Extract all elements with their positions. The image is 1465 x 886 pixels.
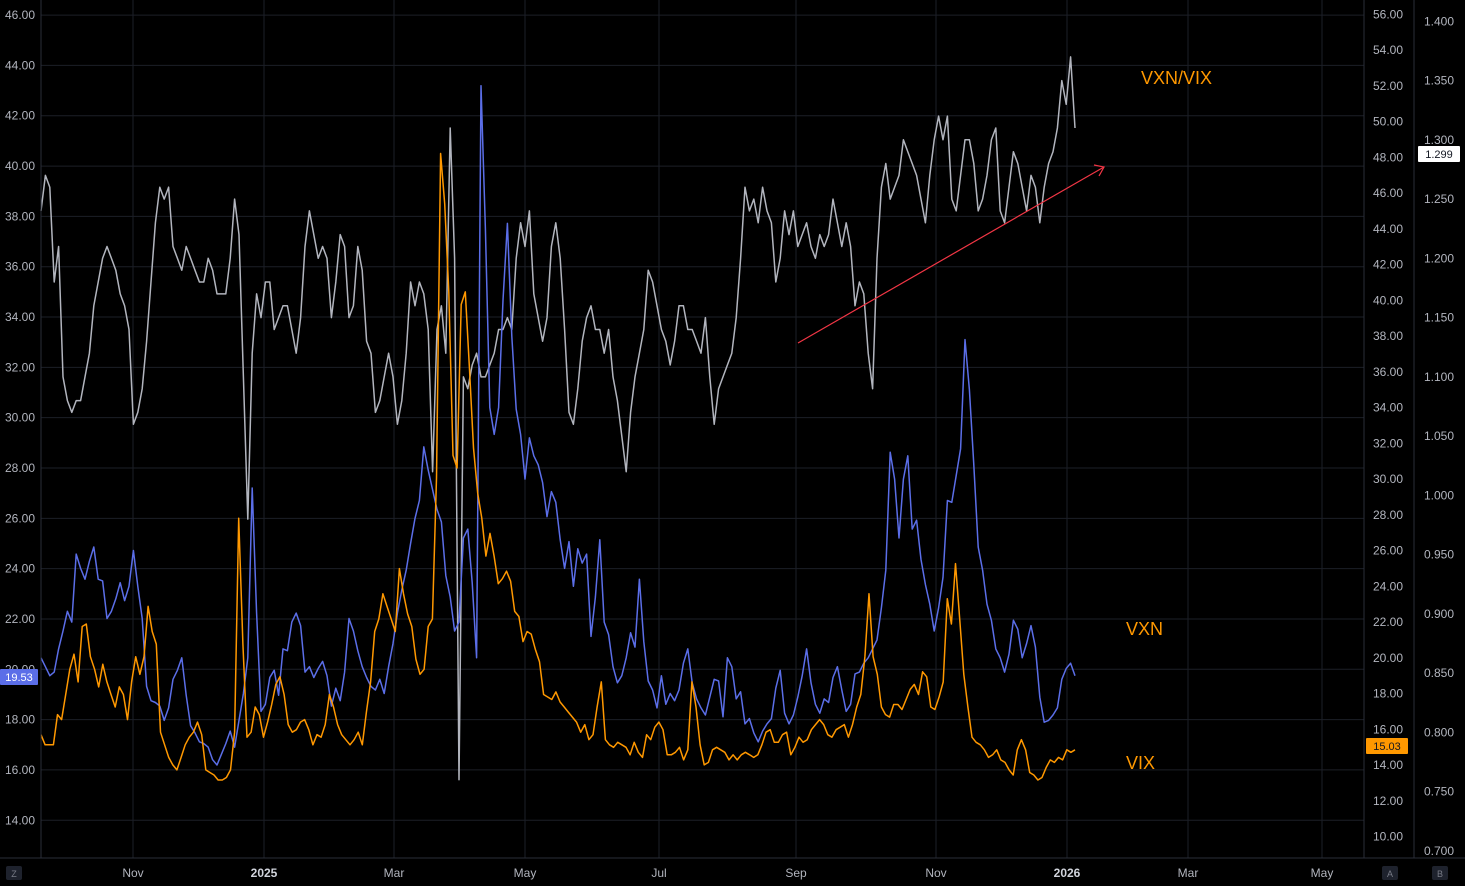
vxn-last-value-tag: 19.53 bbox=[0, 669, 38, 685]
left-tick-label: 22.00 bbox=[5, 612, 35, 626]
x-tick-label: Nov bbox=[925, 866, 946, 880]
time-axis: Nov 2025 Mar May Jul Sep Nov 2026 Mar May bbox=[122, 866, 1333, 880]
right-tick-label: 0.950 bbox=[1424, 548, 1454, 562]
x-tick-label: May bbox=[1311, 866, 1334, 880]
x-tick-label: Nov bbox=[122, 866, 143, 880]
left-tick-label: 46.00 bbox=[5, 8, 35, 22]
mid-tick-label: 54.00 bbox=[1373, 43, 1403, 57]
right-tick-label: 1.300 bbox=[1424, 133, 1454, 147]
vix-last-value-tag: 15.03 bbox=[1366, 738, 1408, 754]
mid-tick-label: 40.00 bbox=[1373, 293, 1403, 307]
mid-tick-label: 56.00 bbox=[1373, 7, 1403, 21]
left-tick-label: 28.00 bbox=[5, 461, 35, 475]
corner-a-label: A bbox=[1387, 869, 1393, 879]
mid-tick-label: 12.00 bbox=[1373, 794, 1403, 808]
mid-tick-label: 10.00 bbox=[1373, 830, 1403, 844]
right-tick-label: 0.800 bbox=[1424, 725, 1454, 739]
left-tick-label: 30.00 bbox=[5, 411, 35, 425]
x-tick-label: May bbox=[514, 866, 537, 880]
right-axis: 1.400 1.350 1.300 1.250 1.200 1.150 1.100 1.050… bbox=[1424, 14, 1454, 858]
series-layer bbox=[40, 56, 1076, 781]
right-tick-label: 1.050 bbox=[1424, 429, 1454, 443]
left-tick-label: 42.00 bbox=[5, 109, 35, 123]
trend-arrowhead bbox=[1093, 164, 1105, 177]
mid-tick-label: 22.00 bbox=[1373, 615, 1403, 629]
mid-tick-label: 52.00 bbox=[1373, 79, 1403, 93]
mid-tick-label: 14.00 bbox=[1373, 758, 1403, 772]
ratio-last-value-tag: 1.299 bbox=[1418, 146, 1460, 162]
left-tick-label: 26.00 bbox=[5, 511, 35, 525]
left-tick-label: 44.00 bbox=[5, 58, 35, 72]
mid-tick-label: 30.00 bbox=[1373, 472, 1403, 486]
mid-tick-label: 38.00 bbox=[1373, 329, 1403, 343]
x-tick-label: Mar bbox=[384, 866, 405, 880]
mid-tick-label: 36.00 bbox=[1373, 365, 1403, 379]
left-tick-label: 34.00 bbox=[5, 310, 35, 324]
mid-tick-label: 46.00 bbox=[1373, 186, 1403, 200]
trend-line bbox=[797, 166, 1105, 344]
mid-tick-label: 18.00 bbox=[1373, 687, 1403, 701]
vxn-vix-line bbox=[40, 56, 1076, 781]
auto-scale-toggle-a[interactable]: A bbox=[1382, 866, 1398, 880]
left-axis: 46.00 44.00 42.00 40.00 38.00 36.00 34.00 32.00… bbox=[5, 8, 35, 827]
left-tick-label: 32.00 bbox=[5, 360, 35, 374]
corner-z-label: Z bbox=[11, 869, 17, 879]
right-tick-label: 0.900 bbox=[1424, 607, 1454, 621]
left-tick-label: 16.00 bbox=[5, 763, 35, 777]
vxn-last-value: 19.53 bbox=[5, 672, 33, 684]
corner-b-label: B bbox=[1437, 869, 1443, 879]
mid-tick-label: 34.00 bbox=[1373, 401, 1403, 415]
grid bbox=[41, 0, 1364, 858]
x-tick-label: 2025 bbox=[251, 866, 278, 880]
vxn-series-label: VXN bbox=[1126, 619, 1163, 639]
left-tick-label: 40.00 bbox=[5, 159, 35, 173]
right-tick-label: 1.250 bbox=[1424, 192, 1454, 206]
vix-series-label: VIX bbox=[1126, 753, 1155, 773]
left-tick-label: 18.00 bbox=[5, 713, 35, 727]
left-tick-label: 14.00 bbox=[5, 813, 35, 827]
right-tick-label: 0.750 bbox=[1424, 785, 1454, 799]
right-tick-label: 0.850 bbox=[1424, 666, 1454, 680]
right-tick-label: 1.200 bbox=[1424, 251, 1454, 265]
mid-axis: 56.00 54.00 52.00 50.00 48.00 46.00 44.00 42.00… bbox=[1373, 7, 1403, 843]
left-tick-label: 24.00 bbox=[5, 562, 35, 576]
auto-scale-toggle-b[interactable]: B bbox=[1432, 866, 1448, 880]
mid-tick-label: 26.00 bbox=[1373, 544, 1403, 558]
right-tick-label: 1.350 bbox=[1424, 74, 1454, 88]
mid-tick-label: 44.00 bbox=[1373, 222, 1403, 236]
x-tick-label: Jul bbox=[651, 866, 666, 880]
vix-last-value: 15.03 bbox=[1373, 741, 1401, 753]
mid-tick-label: 24.00 bbox=[1373, 579, 1403, 593]
ratio-series-label: VXN/VIX bbox=[1141, 68, 1212, 88]
right-tick-label: 1.400 bbox=[1424, 14, 1454, 28]
mid-tick-label: 28.00 bbox=[1373, 508, 1403, 522]
x-tick-label: Sep bbox=[785, 866, 807, 880]
x-tick-label: Mar bbox=[1178, 866, 1199, 880]
mid-tick-label: 20.00 bbox=[1373, 651, 1403, 665]
mid-tick-label: 16.00 bbox=[1373, 722, 1403, 736]
vxn-line bbox=[40, 85, 1076, 766]
mid-tick-label: 50.00 bbox=[1373, 115, 1403, 129]
right-tick-label: 1.100 bbox=[1424, 370, 1454, 384]
mid-tick-label: 32.00 bbox=[1373, 436, 1403, 450]
ratio-last-value: 1.299 bbox=[1425, 149, 1453, 161]
mid-tick-label: 48.00 bbox=[1373, 150, 1403, 164]
right-tick-label: 1.150 bbox=[1424, 311, 1454, 325]
x-tick-label: 2026 bbox=[1054, 866, 1081, 880]
left-tick-label: 38.00 bbox=[5, 209, 35, 223]
left-tick-label: 36.00 bbox=[5, 260, 35, 274]
vix-line bbox=[40, 152, 1076, 781]
auto-scale-toggle-left[interactable]: Z bbox=[6, 866, 22, 880]
right-tick-label: 0.700 bbox=[1424, 844, 1454, 858]
mid-tick-label: 42.00 bbox=[1373, 258, 1403, 272]
right-tick-label: 1.000 bbox=[1424, 488, 1454, 502]
